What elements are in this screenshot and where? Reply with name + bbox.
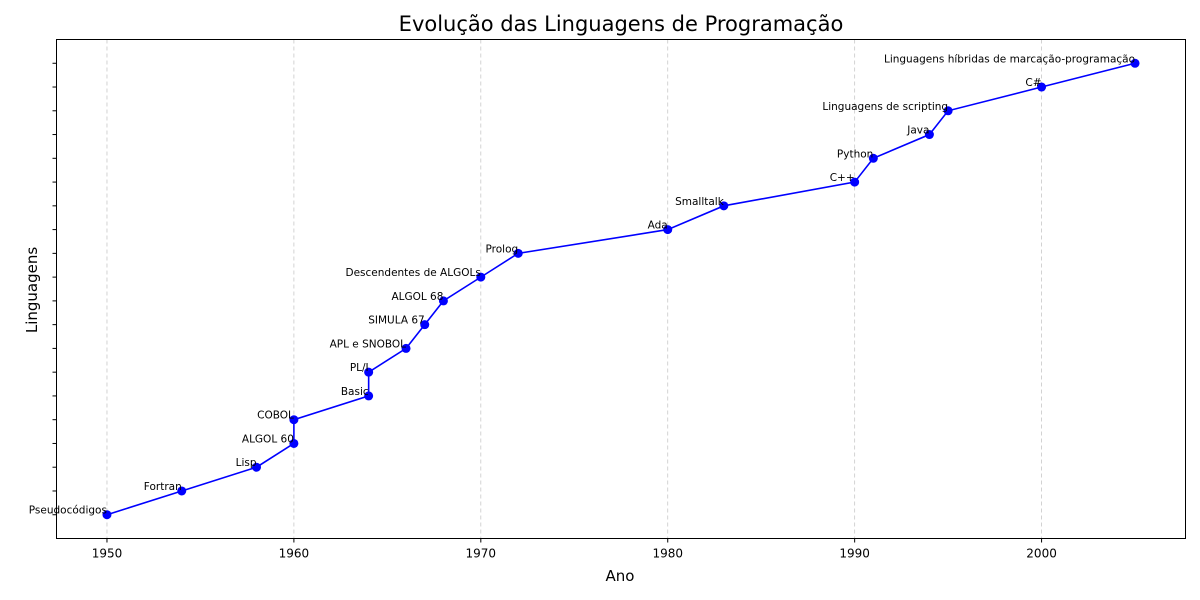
- data-point: [924, 130, 934, 140]
- data-point: [868, 153, 878, 163]
- x-tick-label: 1990: [839, 547, 870, 561]
- data-point: [420, 320, 430, 330]
- point-label: Linguagens de scripting: [822, 101, 948, 113]
- y-axis-label: Linguagens: [23, 247, 41, 334]
- data-point: [476, 272, 486, 282]
- data-point: [1130, 58, 1140, 68]
- point-label: C#: [1025, 77, 1041, 89]
- chart-title: Evolução das Linguagens de Programação: [399, 12, 844, 36]
- data-point: [719, 201, 729, 211]
- point-label: PL/I: [350, 362, 369, 374]
- point-labels: Pseudocódigos Fortran Lisp ALGOL 60 COBOL Bas…: [29, 53, 1135, 516]
- y-axis-ticks: [52, 62, 57, 516]
- x-tick-label: 1970: [466, 547, 497, 561]
- point-label: Prolog: [486, 243, 519, 255]
- point-label: Java: [906, 125, 929, 137]
- point-label: Lisp: [236, 457, 257, 469]
- data-point: [943, 106, 953, 116]
- data-point: [289, 438, 299, 448]
- data-point: [289, 415, 299, 425]
- x-axis-ticks: 1950 1960 1970 1980 1990 2000: [92, 538, 1057, 561]
- x-tick-label: 1960: [279, 547, 310, 561]
- data-point: [364, 391, 374, 401]
- point-label: Python: [837, 148, 873, 160]
- data-markers: [102, 58, 1140, 520]
- point-label: Fortran: [144, 481, 182, 493]
- data-point: [102, 510, 112, 520]
- point-label: ALGOL 68: [391, 291, 443, 303]
- data-point: [663, 225, 673, 235]
- point-label: COBOL: [257, 410, 294, 422]
- x-gridlines: [106, 39, 1042, 539]
- x-tick-label: 1950: [92, 547, 123, 561]
- x-axis-label: Ano: [606, 567, 635, 585]
- point-label: Ada: [648, 220, 668, 232]
- series-line: [106, 62, 1136, 516]
- data-point: [177, 486, 187, 496]
- point-label: Smalltalk: [675, 196, 725, 208]
- data-point: [850, 177, 860, 187]
- point-label: Pseudocódigos: [29, 505, 107, 517]
- data-point: [1037, 82, 1047, 92]
- point-label: APL e SNOBOL: [330, 338, 407, 350]
- plot-frame: [56, 39, 1186, 539]
- point-label: Linguagens híbridas de marcação-programa…: [884, 53, 1135, 65]
- data-point: [364, 367, 374, 377]
- point-label: Descendentes de ALGOLs: [346, 267, 481, 279]
- x-tick-label: 1980: [652, 547, 683, 561]
- data-point: [252, 462, 262, 472]
- point-label: Basic: [341, 386, 369, 398]
- point-label: C++: [830, 172, 855, 184]
- point-label: SIMULA 67: [368, 315, 424, 327]
- data-point: [438, 296, 448, 306]
- data-point: [401, 343, 411, 353]
- point-label: ALGOL 60: [242, 433, 294, 445]
- x-tick-label: 2000: [1026, 547, 1057, 561]
- data-point: [513, 248, 523, 258]
